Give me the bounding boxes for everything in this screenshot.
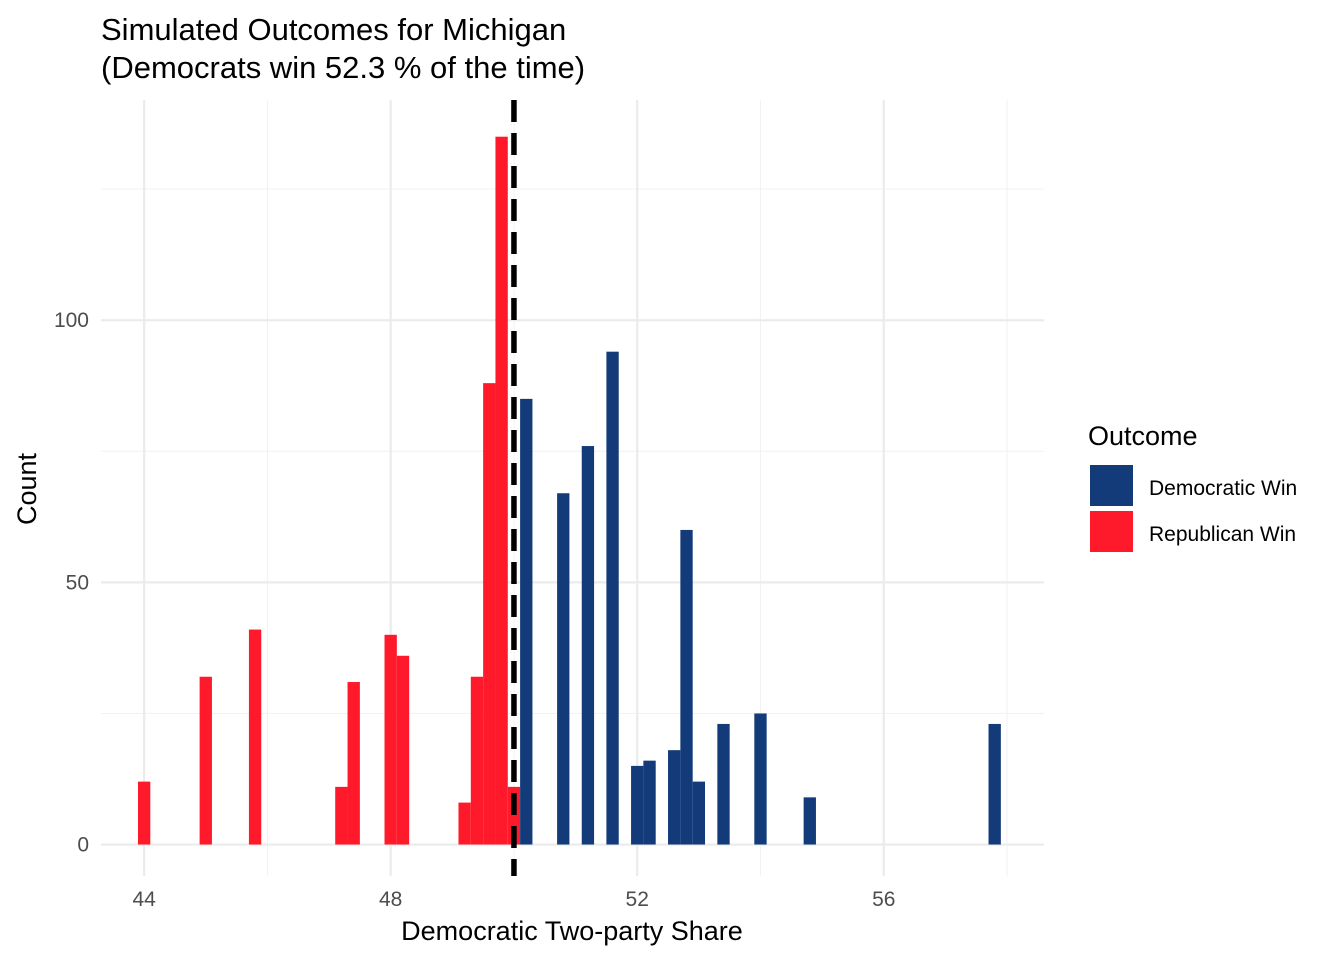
bar-democratic-win — [692, 781, 706, 845]
x-tick-label: 48 — [379, 888, 402, 911]
legend-swatch-democratic — [1090, 465, 1133, 506]
tick-labels-layer: 44 48 52 56 0 50 100 — [54, 309, 895, 911]
bar-republican-win — [470, 676, 484, 845]
bar-democratic-win — [803, 797, 816, 845]
bar-republican-win — [458, 802, 471, 845]
bar-democratic-win — [557, 493, 570, 845]
legend-label-republican: Republican Win — [1149, 523, 1296, 546]
y-tick-label: 100 — [54, 309, 89, 332]
x-axis-title: Democratic Two-party Share — [401, 916, 743, 946]
bar-republican-win — [199, 676, 212, 845]
grid-layer — [101, 100, 1044, 876]
x-tick-label: 52 — [626, 888, 649, 911]
bar-democratic-win — [606, 351, 619, 845]
bar-republican-win — [137, 781, 151, 845]
legend: Outcome Democratic Win Republican Win — [1088, 421, 1297, 552]
bar-republican-win — [347, 682, 360, 845]
bar-republican-win — [384, 634, 397, 845]
bar-democratic-win — [520, 398, 533, 845]
bar-republican-win — [495, 136, 508, 845]
chart-title-line1: Simulated Outcomes for Michigan — [101, 12, 566, 47]
bars-layer — [137, 136, 1001, 845]
bar-republican-win — [248, 629, 262, 845]
y-tick-label: 0 — [77, 834, 89, 857]
x-tick-label: 56 — [872, 888, 895, 911]
bar-democratic-win — [988, 723, 1001, 845]
bar-democratic-win — [717, 723, 730, 845]
bar-democratic-win — [754, 713, 767, 845]
legend-swatch-republican — [1090, 511, 1133, 552]
y-tick-label: 50 — [66, 571, 89, 594]
bar-republican-win — [396, 655, 410, 845]
legend-title: Outcome — [1088, 421, 1198, 451]
bar-democratic-win — [631, 765, 644, 845]
legend-label-democratic: Democratic Win — [1149, 477, 1297, 500]
chart-title-line2: (Democrats win 52.3 % of the time) — [101, 50, 585, 85]
y-axis-title: Count — [12, 452, 42, 525]
bar-democratic-win — [668, 750, 681, 845]
bar-democratic-win — [581, 446, 595, 845]
x-tick-label: 44 — [132, 888, 156, 911]
bar-democratic-win — [643, 760, 656, 845]
bar-democratic-win — [680, 529, 693, 845]
bar-republican-win — [507, 786, 521, 845]
bar-republican-win — [335, 786, 348, 845]
bar-republican-win — [483, 383, 496, 845]
